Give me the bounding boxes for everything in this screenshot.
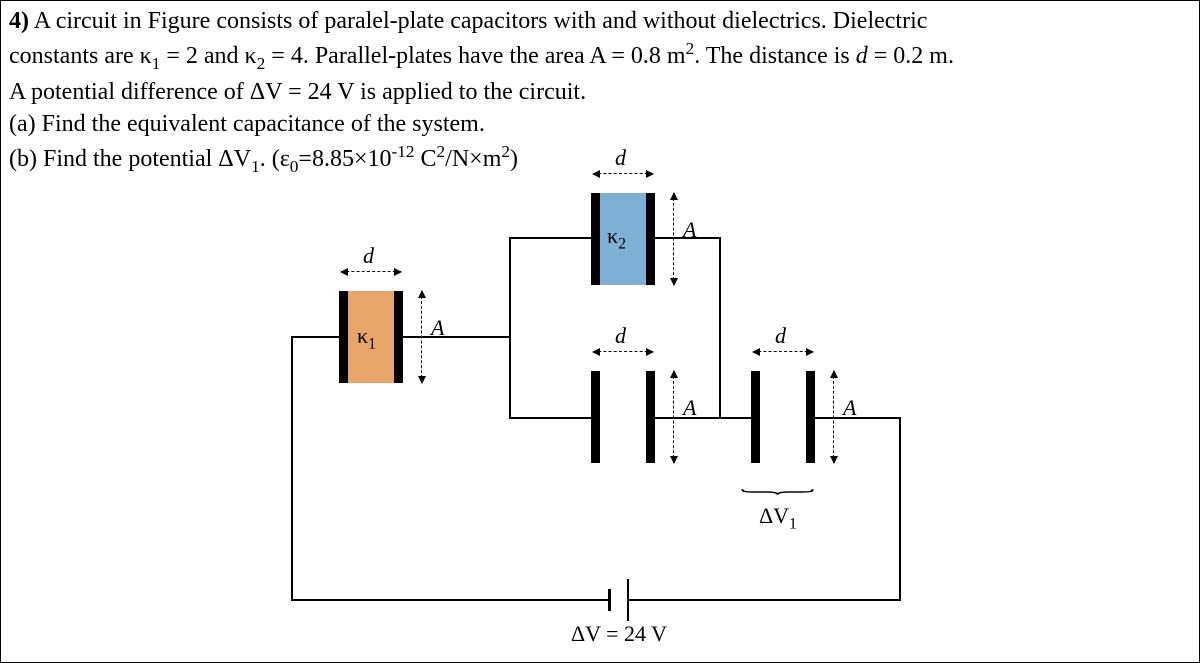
d-label-c4: d — [775, 323, 786, 349]
a-label-k2: A — [683, 217, 696, 243]
wire-10 — [629, 599, 901, 601]
part-b-f: ) — [510, 146, 518, 172]
neg12-sup: -12 — [392, 142, 415, 161]
part-b-b: . (ε — [260, 146, 290, 172]
line1: A circuit in Figure consists of paralel-… — [34, 8, 928, 34]
k1-right-plate — [394, 291, 403, 383]
part-b-c: =8.85×10 — [298, 146, 391, 172]
wire-8a — [815, 417, 901, 419]
eq3: = 0.2 m. — [868, 43, 954, 69]
wire-8b — [719, 237, 721, 419]
battery-pos — [627, 579, 629, 621]
d-arrow-k1 — [341, 271, 401, 272]
prob-num: 4) — [9, 8, 29, 34]
wire-6 — [509, 417, 591, 419]
d-label-k2: d — [615, 145, 626, 171]
k2-label: κ2 — [607, 223, 626, 253]
wire-3 — [509, 237, 511, 419]
m2-sup: 2 — [501, 142, 510, 161]
d-label-k1: d — [363, 243, 374, 269]
wire-11 — [291, 599, 609, 601]
c4-right-plate — [806, 371, 815, 463]
d-arrow-c4 — [753, 351, 813, 352]
wire-8c — [719, 417, 753, 419]
dv1-brace: } — [731, 488, 832, 497]
wire-5 — [655, 237, 721, 239]
battery-neg — [608, 589, 611, 611]
line2b: . The distance is — [694, 43, 856, 69]
dv-label: ΔV = 24 V — [571, 621, 667, 647]
wire-9 — [899, 417, 901, 601]
line3: A potential difference of ΔV = 24 V is a… — [9, 79, 586, 105]
circuit-diagram: d κ1 A d κ2 A d A d — [291, 191, 941, 651]
d-arrow-c3 — [593, 351, 653, 352]
a-arrow-k2 — [673, 193, 674, 285]
wire-2 — [403, 336, 511, 338]
part-b-d: C — [415, 146, 437, 172]
k2-right-plate — [646, 193, 655, 285]
eq2: = 4. Parallel-plates have the area A = 0… — [265, 43, 685, 69]
dv1-label: ΔV1 — [759, 503, 797, 533]
page-frame: 4) A circuit in Figure consists of paral… — [0, 0, 1200, 663]
k2-left-plate — [591, 193, 600, 285]
k1-left-plate — [339, 291, 348, 383]
c2-sup: 2 — [437, 142, 446, 161]
eq1: = 2 and κ — [160, 43, 256, 69]
part-b-e: /N×m — [445, 146, 501, 172]
k2-sub: 2 — [257, 54, 266, 73]
c3-left-plate — [591, 371, 600, 463]
wire-1 — [291, 336, 339, 338]
d-label-c3: d — [615, 323, 626, 349]
problem-text: 4) A circuit in Figure consists of paral… — [1, 1, 1199, 178]
part-a: (a) Find the equivalent capacitance of t… — [9, 111, 485, 137]
line2a: constants are κ — [9, 43, 152, 69]
wire-4 — [509, 237, 591, 239]
d-it: d — [856, 43, 868, 69]
v1-sub: 1 — [251, 157, 260, 176]
d-arrow-k2 — [593, 173, 653, 174]
sq: 2 — [686, 39, 695, 58]
c3-right-plate — [646, 371, 655, 463]
wire-12 — [291, 336, 293, 601]
k1-label: κ1 — [357, 323, 376, 353]
part-b-a: (b) Find the potential ΔV — [9, 146, 251, 172]
